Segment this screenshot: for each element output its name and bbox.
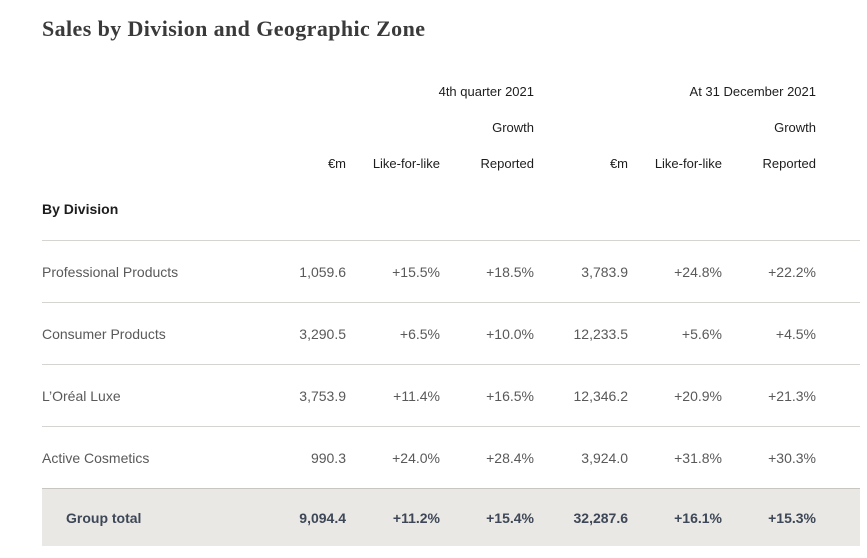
row-ytd-em: 32,287.6 bbox=[573, 509, 629, 526]
section-label-by-division: By Division bbox=[42, 201, 119, 217]
column-header-row: €m Like-for-like Reported €m Like-for-li… bbox=[42, 145, 860, 181]
growth-header-row: Growth Growth bbox=[42, 109, 860, 145]
row-q4-like-for-like: +11.2% bbox=[392, 509, 440, 526]
row-q4-reported: +28.4% bbox=[486, 449, 534, 466]
row-q4-like-for-like: +11.4% bbox=[393, 387, 440, 404]
row-ytd-like-for-like: +20.9% bbox=[674, 387, 722, 404]
row-q4-reported: +10.0% bbox=[486, 325, 534, 342]
row-q4-like-for-like: +24.0% bbox=[392, 449, 440, 466]
row-ytd-em: 3,783.9 bbox=[581, 263, 628, 280]
col-header-ytd-em: €m bbox=[609, 155, 628, 171]
row-ytd-like-for-like: +5.6% bbox=[681, 325, 722, 342]
period-header-q4: 4th quarter 2021 bbox=[438, 83, 534, 99]
row-q4-reported: +15.4% bbox=[486, 509, 534, 526]
row-ytd-em: 12,346.2 bbox=[573, 387, 629, 404]
row-q4-em: 9,094.4 bbox=[299, 509, 346, 526]
sales-table: 4th quarter 2021 At 31 December 2021 Gro… bbox=[42, 73, 860, 546]
row-label: Professional Products bbox=[42, 263, 179, 280]
row-ytd-like-for-like: +16.1% bbox=[674, 509, 722, 526]
row-ytd-em: 3,924.0 bbox=[581, 449, 628, 466]
table-row-professional-products: Professional Products 1,059.6 +15.5% +18… bbox=[42, 240, 860, 302]
row-label: Group total bbox=[66, 509, 142, 526]
row-ytd-reported: +21.3% bbox=[768, 387, 816, 404]
period-header-row: 4th quarter 2021 At 31 December 2021 bbox=[42, 73, 860, 109]
row-q4-like-for-like: +15.5% bbox=[392, 263, 440, 280]
period-header-ytd: At 31 December 2021 bbox=[689, 83, 816, 99]
row-label: Active Cosmetics bbox=[42, 449, 150, 466]
growth-label-q4: Growth bbox=[492, 119, 534, 135]
col-header-q4-reported: Reported bbox=[480, 155, 534, 171]
row-ytd-reported: +30.3% bbox=[768, 449, 816, 466]
row-q4-em: 3,290.5 bbox=[299, 325, 346, 342]
row-ytd-reported: +15.3% bbox=[768, 509, 816, 526]
col-header-ytd-reported: Reported bbox=[762, 155, 816, 171]
row-ytd-like-for-like: +24.8% bbox=[674, 263, 722, 280]
row-ytd-reported: +4.5% bbox=[775, 325, 816, 342]
growth-label-ytd: Growth bbox=[774, 119, 816, 135]
row-q4-reported: +18.5% bbox=[486, 263, 534, 280]
table-row-group-total: Group total 9,094.4 +11.2% +15.4% 32,287… bbox=[42, 488, 860, 546]
row-q4-em: 3,753.9 bbox=[299, 387, 346, 404]
col-header-ytd-like-for-like: Like-for-like bbox=[654, 155, 722, 171]
row-ytd-like-for-like: +31.8% bbox=[674, 449, 722, 466]
row-q4-like-for-like: +6.5% bbox=[399, 325, 440, 342]
row-ytd-em: 12,233.5 bbox=[573, 325, 629, 342]
row-label: Consumer Products bbox=[42, 325, 166, 342]
page-title: Sales by Division and Geographic Zone bbox=[42, 16, 426, 41]
table-row-loreal-luxe: L’Oréal Luxe 3,753.9 +11.4% +16.5% 12,34… bbox=[42, 364, 860, 426]
row-q4-em: 1,059.6 bbox=[299, 263, 346, 280]
row-label: L’Oréal Luxe bbox=[42, 387, 121, 404]
row-q4-reported: +16.5% bbox=[486, 387, 534, 404]
row-ytd-reported: +22.2% bbox=[768, 263, 816, 280]
table-row-consumer-products: Consumer Products 3,290.5 +6.5% +10.0% 1… bbox=[42, 302, 860, 364]
col-header-q4-em: €m bbox=[327, 155, 346, 171]
row-q4-em: 990.3 bbox=[310, 449, 346, 466]
col-header-q4-like-for-like: Like-for-like bbox=[372, 155, 440, 171]
table-row-active-cosmetics: Active Cosmetics 990.3 +24.0% +28.4% 3,9… bbox=[42, 426, 860, 488]
